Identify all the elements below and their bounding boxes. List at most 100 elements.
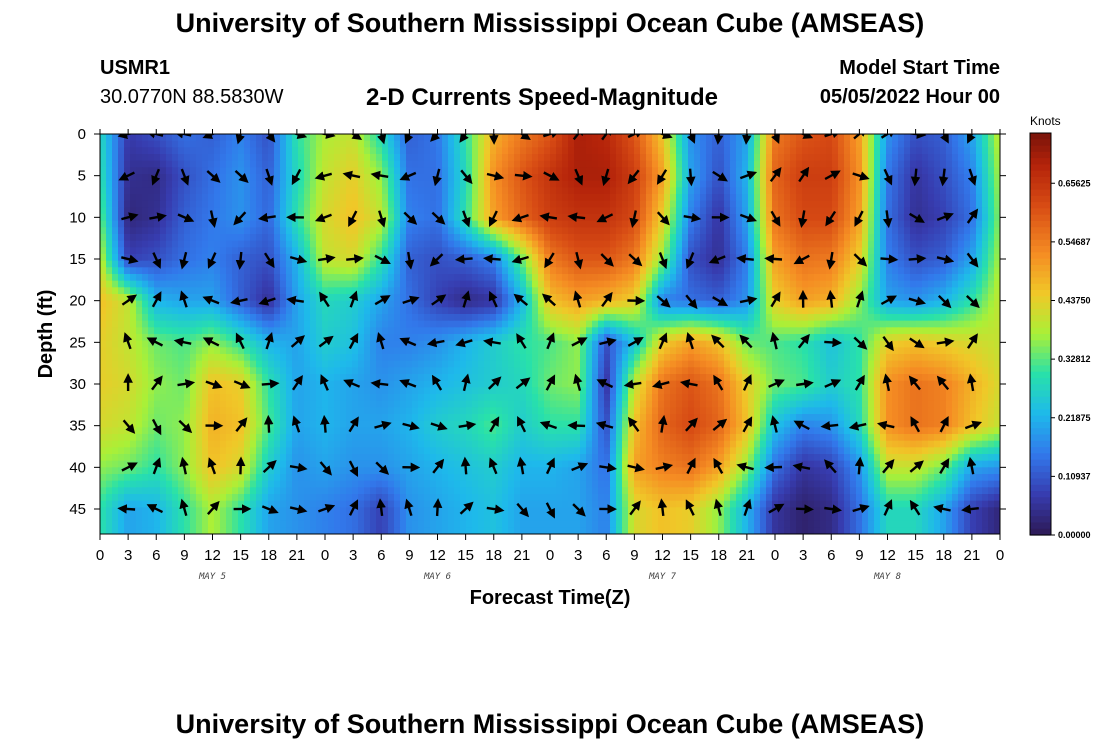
heatmap-cell — [502, 247, 509, 255]
heatmap-cell — [352, 300, 359, 308]
heatmap-cell — [142, 134, 149, 142]
heatmap-cell — [868, 200, 875, 208]
heatmap-cell — [466, 234, 473, 242]
heatmap-cell — [820, 200, 827, 208]
heatmap-cell — [142, 314, 149, 322]
heatmap-cell — [328, 147, 335, 155]
heatmap-cell — [196, 220, 203, 228]
heatmap-cell — [556, 260, 563, 268]
heatmap-cell — [232, 174, 239, 182]
heatmap-cell — [928, 234, 935, 242]
heatmap-cell — [532, 267, 539, 275]
heatmap-cell — [634, 180, 641, 188]
heatmap-cell — [580, 254, 587, 262]
heatmap-cell — [280, 287, 287, 295]
heatmap-cell — [928, 334, 935, 342]
heatmap-cell — [298, 294, 305, 302]
heatmap-cell — [856, 240, 863, 248]
heatmap-cell — [778, 180, 785, 188]
heatmap-cell — [226, 240, 233, 248]
heatmap-cell — [502, 154, 509, 162]
heatmap-cell — [892, 280, 899, 288]
heatmap-cell — [364, 254, 371, 262]
heatmap-cell — [832, 180, 839, 188]
heatmap-cell — [346, 180, 353, 188]
heatmap-cell — [814, 294, 821, 302]
heatmap-cell — [256, 254, 263, 262]
heatmap-cell — [724, 147, 731, 155]
heatmap-cell — [466, 347, 473, 355]
heatmap-cell — [130, 287, 137, 295]
heatmap-cell — [766, 174, 773, 182]
heatmap-cell — [406, 274, 413, 282]
heatmap-cell — [970, 167, 977, 175]
heatmap-cell — [874, 200, 881, 208]
heatmap-cell — [682, 327, 689, 335]
heatmap-cell — [370, 280, 377, 288]
heatmap-cell — [730, 207, 737, 215]
heatmap-cell — [700, 180, 707, 188]
heatmap-cell — [418, 307, 425, 315]
heatmap-cell — [358, 187, 365, 195]
heatmap-cell — [940, 334, 947, 342]
heatmap-cell — [874, 294, 881, 302]
heatmap-cell — [826, 194, 833, 202]
heatmap-cell — [688, 314, 695, 322]
heatmap-cell — [988, 280, 995, 288]
heatmap-cell — [862, 214, 869, 222]
heatmap-cell — [250, 160, 257, 168]
heatmap-cell — [250, 167, 257, 175]
heatmap-cell — [940, 314, 947, 322]
heatmap-cell — [670, 274, 677, 282]
heatmap-cell — [862, 134, 869, 142]
heatmap-cell — [904, 294, 911, 302]
heatmap-cell — [814, 200, 821, 208]
heatmap-cell — [976, 280, 983, 288]
heatmap-cell — [274, 334, 281, 342]
heatmap-cell — [934, 160, 941, 168]
heatmap-cell — [832, 147, 839, 155]
heatmap-cell — [982, 320, 989, 328]
heatmap-cell — [526, 160, 533, 168]
heatmap-cell — [484, 300, 491, 308]
heatmap-cell — [694, 254, 701, 262]
heatmap-cell — [364, 267, 371, 275]
heatmap-cell — [928, 294, 935, 302]
heatmap-cell — [310, 340, 317, 348]
heatmap-cell — [748, 340, 755, 348]
heatmap-cell — [226, 174, 233, 182]
heatmap-cell — [280, 247, 287, 255]
heatmap-cell — [718, 314, 725, 322]
heatmap-cell — [298, 314, 305, 322]
heatmap-cell — [778, 307, 785, 315]
heatmap-cell — [592, 307, 599, 315]
heatmap-cell — [430, 147, 437, 155]
heatmap-cell — [826, 274, 833, 282]
heatmap-cell — [334, 154, 341, 162]
heatmap-cell — [550, 314, 557, 322]
heatmap-cell — [490, 227, 497, 235]
heatmap-cell — [244, 200, 251, 208]
heatmap-cell — [298, 200, 305, 208]
heatmap-cell — [700, 240, 707, 248]
heatmap-cell — [148, 300, 155, 308]
heatmap-cell — [304, 140, 311, 148]
heatmap-cell — [592, 167, 599, 175]
heatmap-cell — [136, 167, 143, 175]
heatmap-cell — [304, 280, 311, 288]
heatmap-cell — [628, 147, 635, 155]
heatmap-cell — [430, 207, 437, 215]
heatmap-cell — [130, 340, 137, 348]
heatmap-cell — [364, 320, 371, 328]
heatmap-cell — [916, 320, 923, 328]
heatmap-cell — [268, 267, 275, 275]
heatmap-cell — [844, 154, 851, 162]
heatmap-cell — [886, 187, 893, 195]
heatmap-cell — [454, 227, 461, 235]
heatmap-cell — [502, 220, 509, 228]
heatmap-cell — [400, 207, 407, 215]
heatmap-cell — [202, 147, 209, 155]
heatmap-cell — [868, 174, 875, 182]
heatmap-cell — [814, 140, 821, 148]
heatmap-cell — [556, 340, 563, 348]
